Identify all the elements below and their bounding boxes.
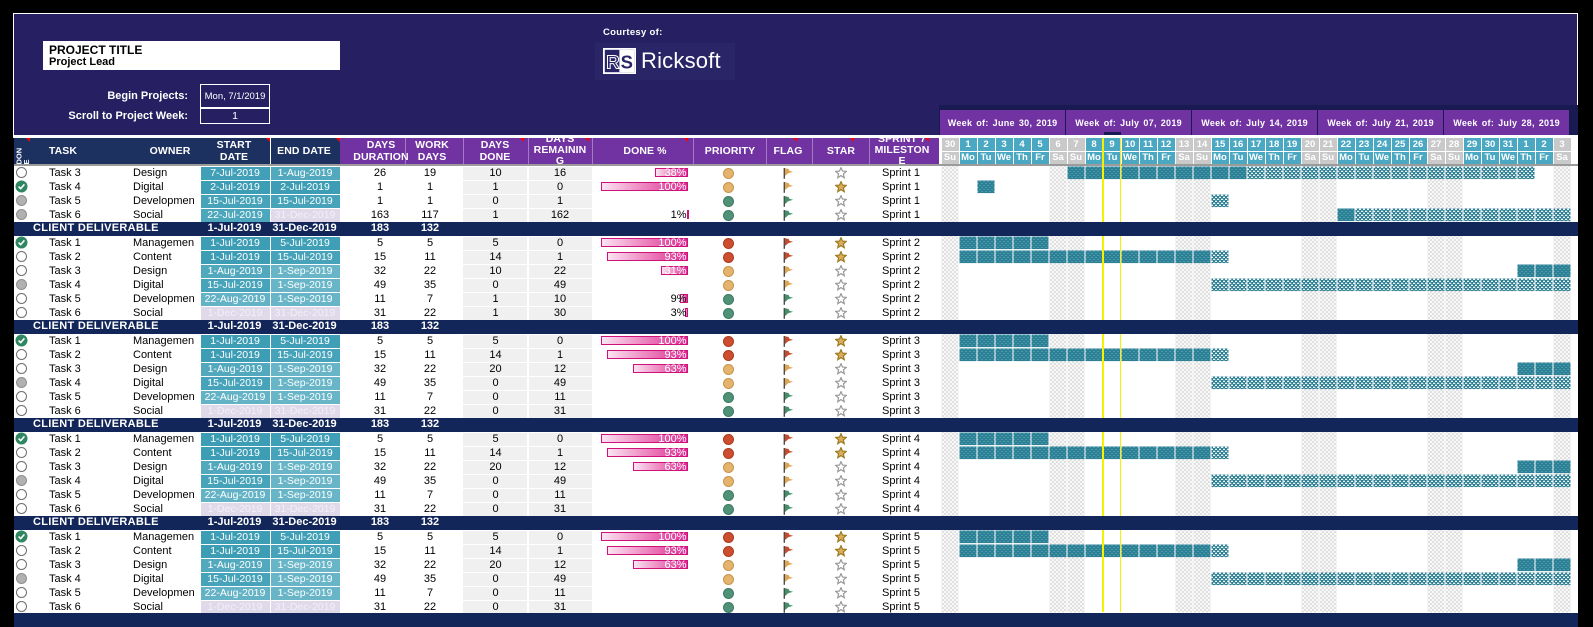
svg-text:DON: DON <box>15 148 24 165</box>
svg-text:R: R <box>606 51 619 72</box>
svg-text:E: E <box>22 159 30 164</box>
svg-text:S: S <box>621 51 633 72</box>
